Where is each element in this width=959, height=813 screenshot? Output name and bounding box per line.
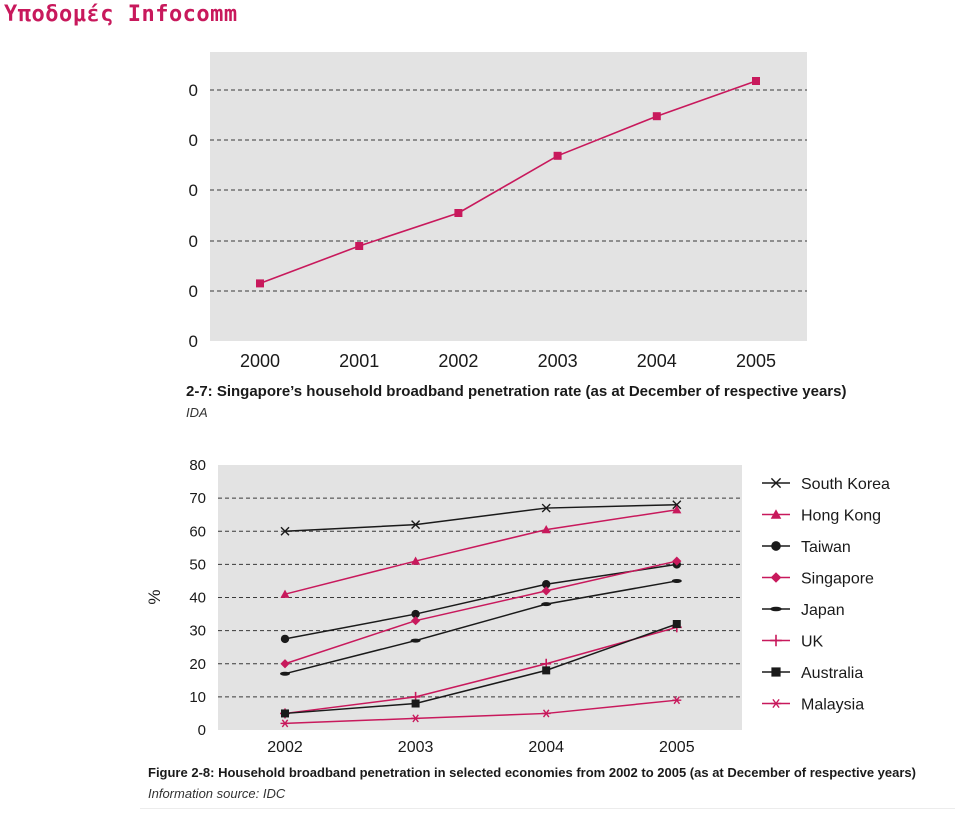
- chart-top-y-tick-label: 0: [189, 81, 198, 100]
- chart-bottom-x-tick-label: 2004: [528, 739, 564, 756]
- chart-bottom-data-point-singapore: [541, 586, 551, 596]
- chart-bottom-data-point-south-korea: [672, 500, 682, 510]
- figure-top-source: IDA: [186, 405, 208, 420]
- chart-top-x-tick-label: 2004: [637, 351, 677, 371]
- chart-bottom-x-tick-label: 2002: [267, 739, 303, 756]
- chart-bottom-x-tick-label: 2005: [659, 739, 695, 756]
- chart-top-x-tick-label: 2000: [240, 351, 280, 371]
- chart-bottom-data-point-japan: [541, 602, 552, 607]
- chart-bottom-data-point-australia: [281, 709, 289, 718]
- chart-bottom-x-tick-label: 2003: [398, 739, 434, 756]
- chart-bottom-data-point-australia: [672, 620, 681, 628]
- legend-marker-hong-kong: [770, 509, 782, 519]
- chart-top-plot-area: [210, 52, 807, 341]
- chart-top-data-point: [553, 151, 562, 160]
- chart-bottom-y-tick-label: 20: [189, 656, 206, 673]
- chart-bottom-y-tick-label: 40: [189, 590, 206, 607]
- legend-label-malaysia: Malaysia: [801, 697, 864, 714]
- chart-bottom-y-tick-label: 80: [189, 457, 206, 474]
- legend-label-singapore: Singapore: [801, 571, 874, 588]
- legend-label-australia: Australia: [801, 665, 863, 682]
- chart-top-x-tick-label: 2005: [736, 351, 776, 371]
- chart-bottom-data-point-japan: [671, 578, 682, 583]
- legend-marker-japan: [770, 606, 782, 612]
- chart-bottom-data-point-malaysia: [541, 709, 551, 718]
- legend-marker-australia: [771, 667, 781, 677]
- chart-bottom-series-line-singapore: [284, 560, 677, 665]
- chart-top-data-point: [454, 209, 463, 217]
- chart-top-data-point: [256, 279, 264, 288]
- legend-label-japan: Japan: [801, 602, 845, 619]
- chart-bottom-series-line-taiwan: [284, 563, 677, 640]
- chart-bottom-y-axis-label: %: [145, 589, 164, 604]
- chart-bottom-data-point-south-korea: [411, 520, 421, 530]
- chart-bottom-data-point-australia: [411, 699, 420, 708]
- chart-bottom-data-point-malaysia: [280, 719, 290, 728]
- chart-bottom-data-point-malaysia: [411, 714, 421, 723]
- chart-top-y-tick-label: 0: [189, 131, 198, 150]
- chart-bottom-series-line-japan: [284, 580, 677, 675]
- chart-bottom-data-point-malaysia: [672, 696, 682, 705]
- chart-bottom-series-line-south-korea: [284, 504, 677, 532]
- chart-bottom-y-tick-label: 0: [198, 722, 206, 739]
- chart-bottom-data-point-taiwan: [542, 580, 551, 589]
- chart-bottom-y-tick-label: 70: [189, 490, 206, 507]
- footer-divider: [140, 808, 955, 809]
- chart-top-x-tick-label: 2001: [339, 351, 379, 371]
- chart-top-x-tick-label: 2002: [438, 351, 478, 371]
- legend-marker-south-korea: [770, 477, 782, 489]
- chart-bottom-y-tick-label: 60: [189, 523, 206, 540]
- legend-marker-singapore: [770, 572, 782, 583]
- chart-bottom-series-line-malaysia: [284, 699, 677, 725]
- legend-label-south-korea: South Korea: [801, 476, 890, 493]
- chart-top-data-point: [355, 242, 364, 250]
- chart-bottom-data-point-singapore: [411, 616, 421, 626]
- chart-top-y-tick-label: 0: [189, 181, 198, 200]
- chart-bottom-y-tick-label: 30: [189, 623, 206, 640]
- chart-top-y-tick-label: 0: [189, 332, 198, 351]
- legend-marker-malaysia: [770, 698, 782, 709]
- legend-label-hong-kong: Hong Kong: [801, 508, 881, 525]
- legend-label-taiwan: Taiwan: [801, 539, 851, 556]
- chart-bottom-data-point-hong-kong: [672, 505, 682, 514]
- page-header-title: Υποδομές Infocomm: [4, 2, 238, 27]
- chart-bottom-data-point-hong-kong: [411, 556, 421, 565]
- chart-bottom-series-line-uk: [284, 626, 678, 715]
- chart-bottom-y-tick-label: 50: [189, 556, 206, 573]
- figure-top-caption: 2-7: Singapore’s household broadband pen…: [186, 383, 847, 400]
- chart-bottom-series-line-hong-kong: [284, 508, 677, 595]
- chart-bottom-data-point-singapore: [280, 659, 290, 669]
- chart-bottom-data-point-japan: [280, 671, 290, 676]
- chart-top-y-tick-label: 0: [189, 232, 198, 251]
- chart-top-y-tick-label: 0: [189, 282, 198, 301]
- chart-bottom-data-point-singapore: [672, 556, 682, 566]
- chart-bottom-data-point-hong-kong: [280, 589, 290, 598]
- figure-bottom-source: Information source: IDC: [148, 786, 286, 801]
- figure-bottom-caption: Figure 2-8: Household broadband penetrat…: [148, 765, 916, 780]
- chart-bottom-data-point-south-korea: [541, 503, 551, 513]
- legend-label-uk: UK: [801, 634, 824, 651]
- chart-top-series-line: [259, 80, 757, 285]
- chart-bottom-data-point-japan: [410, 638, 421, 643]
- chart-bottom-data-point-taiwan: [411, 609, 420, 619]
- chart-bottom-data-point-taiwan: [280, 634, 290, 644]
- legend-marker-uk: [770, 634, 782, 647]
- chart-bottom-y-tick-label: 10: [189, 689, 206, 706]
- chart-bottom-series-line-australia: [284, 623, 678, 715]
- chart-top-data-point: [752, 77, 760, 85]
- chart-bottom-data-point-south-korea: [280, 526, 290, 536]
- chart-top-data-point: [652, 112, 661, 121]
- chart-top-x-tick-label: 2003: [538, 351, 578, 371]
- chart-bottom-data-point-hong-kong: [541, 524, 551, 534]
- chart-bottom-data-point-australia: [542, 666, 551, 675]
- legend-marker-taiwan: [771, 541, 781, 551]
